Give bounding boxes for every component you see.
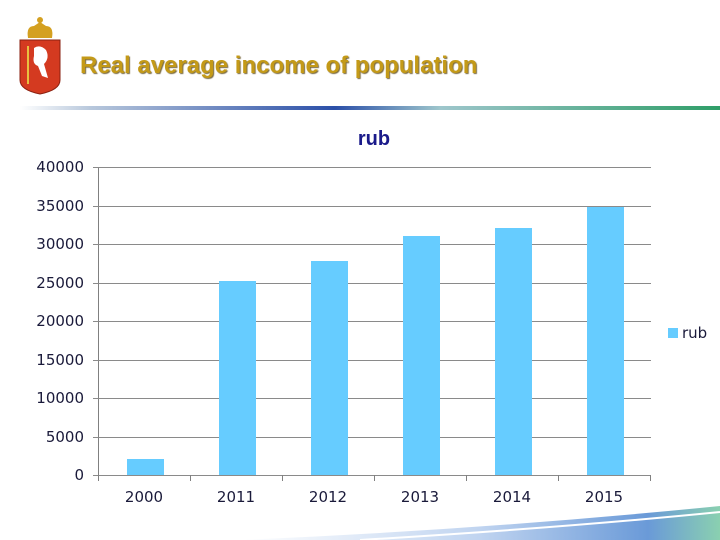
bar-2000 bbox=[126, 458, 164, 475]
gridline bbox=[93, 167, 651, 168]
x-axis-label: 2013 bbox=[400, 488, 440, 506]
x-axis-label: 2011 bbox=[216, 488, 256, 506]
x-axis-tick bbox=[558, 475, 559, 481]
gridline bbox=[93, 205, 651, 207]
gridline bbox=[93, 475, 651, 476]
x-axis-tick bbox=[282, 475, 283, 481]
chart-title: rub bbox=[357, 128, 391, 150]
bar-2015 bbox=[586, 207, 624, 475]
x-axis-tick bbox=[650, 475, 651, 481]
legend-label: rub bbox=[682, 324, 708, 342]
x-axis-tick bbox=[190, 475, 191, 481]
y-axis-label: 30000 bbox=[36, 235, 84, 253]
legend-swatch bbox=[668, 328, 678, 338]
y-axis-label: 35000 bbox=[36, 196, 84, 215]
y-axis-label: 15000 bbox=[36, 350, 84, 369]
footer-swoosh-decoration bbox=[240, 506, 720, 540]
bar-2014 bbox=[494, 228, 532, 475]
y-axis-label: 25000 bbox=[36, 273, 84, 292]
gridline bbox=[93, 282, 651, 284]
gridline bbox=[93, 244, 651, 245]
gridline bbox=[93, 398, 651, 399]
plot-area bbox=[93, 167, 651, 476]
coat-of-arms-emblem bbox=[19, 17, 61, 95]
x-axis-label: 2014 bbox=[492, 488, 532, 506]
y-axis-label: 5000 bbox=[45, 427, 84, 446]
bar-2012 bbox=[310, 260, 348, 475]
page-title: Real average income of population bbox=[80, 52, 478, 79]
x-axis-tick bbox=[98, 475, 99, 481]
y-axis-label: 40000 bbox=[36, 158, 84, 176]
x-axis-label: 2015 bbox=[584, 488, 624, 506]
chart-legend: rub bbox=[668, 324, 707, 342]
gridline bbox=[93, 321, 651, 322]
x-axis-tick bbox=[466, 475, 467, 481]
y-axis-label: 10000 bbox=[36, 389, 84, 407]
bar-2011 bbox=[218, 281, 256, 475]
y-axis-label: 20000 bbox=[36, 312, 84, 330]
header-divider bbox=[20, 106, 720, 110]
bar-2013 bbox=[402, 235, 440, 475]
x-axis-label: 2012 bbox=[308, 488, 348, 506]
y-axis-label: 0 bbox=[74, 466, 84, 484]
gridline bbox=[93, 436, 651, 438]
gridline bbox=[93, 359, 651, 361]
x-axis-tick bbox=[374, 475, 375, 481]
x-axis-label: 2000 bbox=[124, 488, 164, 506]
